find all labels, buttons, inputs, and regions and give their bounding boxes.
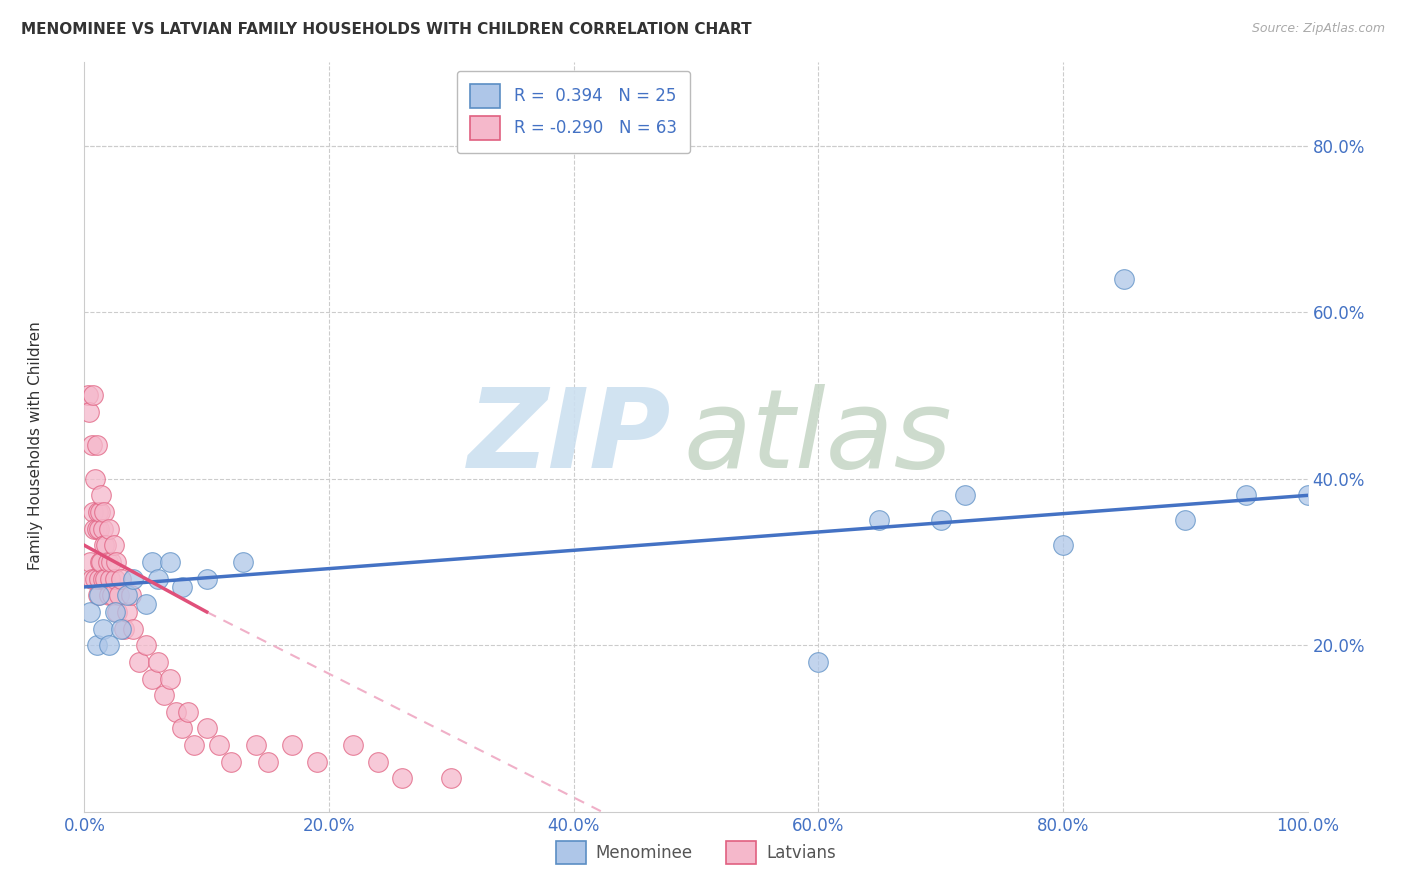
Point [87,588,110,602]
Point [82,505,104,519]
Point [104,605,127,619]
Point [80,572,103,586]
Point [115,605,138,619]
Point [87,505,110,519]
Point [97,588,120,602]
Point [83,522,105,536]
Point [87,588,110,602]
Point [1052,538,1074,552]
Point [107,588,129,602]
Point [195,572,218,586]
Point [122,622,145,636]
Point [1236,488,1258,502]
Point [84,572,107,586]
Point [100,555,122,569]
Point [367,755,389,769]
Point [929,513,952,527]
Point [342,738,364,752]
Point [1114,272,1136,286]
Point [141,555,163,569]
Point [79,555,101,569]
Point [104,572,127,586]
Point [219,755,242,769]
Point [91,622,114,636]
Point [115,588,138,602]
Point [86,438,108,452]
Point [105,605,128,619]
Text: atlas: atlas [683,384,952,491]
Point [953,488,976,502]
Point [159,555,181,569]
Point [94,572,117,586]
Point [79,605,101,619]
Point [440,772,463,786]
Point [122,572,145,586]
Point [110,572,132,586]
Point [98,572,121,586]
Point [77,405,100,419]
Point [90,555,112,569]
Point [165,705,187,719]
Point [89,555,111,569]
Point [77,388,100,402]
Point [93,538,115,552]
Point [87,572,110,586]
Point [257,755,280,769]
Point [869,513,891,527]
Point [86,522,108,536]
Text: ZIP: ZIP [468,384,672,491]
Point [86,638,108,652]
Point [91,522,114,536]
Point [97,522,120,536]
Point [101,588,124,602]
Point [120,588,142,602]
Point [177,705,200,719]
Point [208,738,231,752]
Point [97,555,120,569]
Point [93,505,115,519]
Point [90,488,112,502]
Point [245,738,267,752]
Point [89,505,111,519]
Point [97,638,120,652]
Point [183,738,205,752]
Point [128,655,150,669]
Point [103,538,125,552]
Point [96,538,118,552]
Point [305,755,328,769]
Point [391,772,413,786]
Point [110,622,132,636]
Legend: Menominee, Latvians: Menominee, Latvians [550,834,842,871]
Point [141,672,163,686]
Point [146,572,169,586]
Text: Source: ZipAtlas.com: Source: ZipAtlas.com [1251,22,1385,36]
Point [146,655,169,669]
Text: MENOMINEE VS LATVIAN FAMILY HOUSEHOLDS WITH CHILDREN CORRELATION CHART: MENOMINEE VS LATVIAN FAMILY HOUSEHOLDS W… [21,22,752,37]
Point [135,638,157,652]
Point [84,472,107,486]
Point [807,655,830,669]
Point [112,622,135,636]
Point [135,597,157,611]
Point [1174,513,1197,527]
Point [232,555,254,569]
Point [172,722,194,736]
Point [91,572,114,586]
Point [153,688,176,702]
Point [1296,488,1319,502]
Point [82,388,104,402]
Point [87,522,110,536]
Text: Family Households with Children: Family Households with Children [28,322,42,570]
Point [159,672,181,686]
Point [105,555,128,569]
Point [172,580,194,594]
Point [80,438,103,452]
Point [281,738,304,752]
Point [195,722,218,736]
